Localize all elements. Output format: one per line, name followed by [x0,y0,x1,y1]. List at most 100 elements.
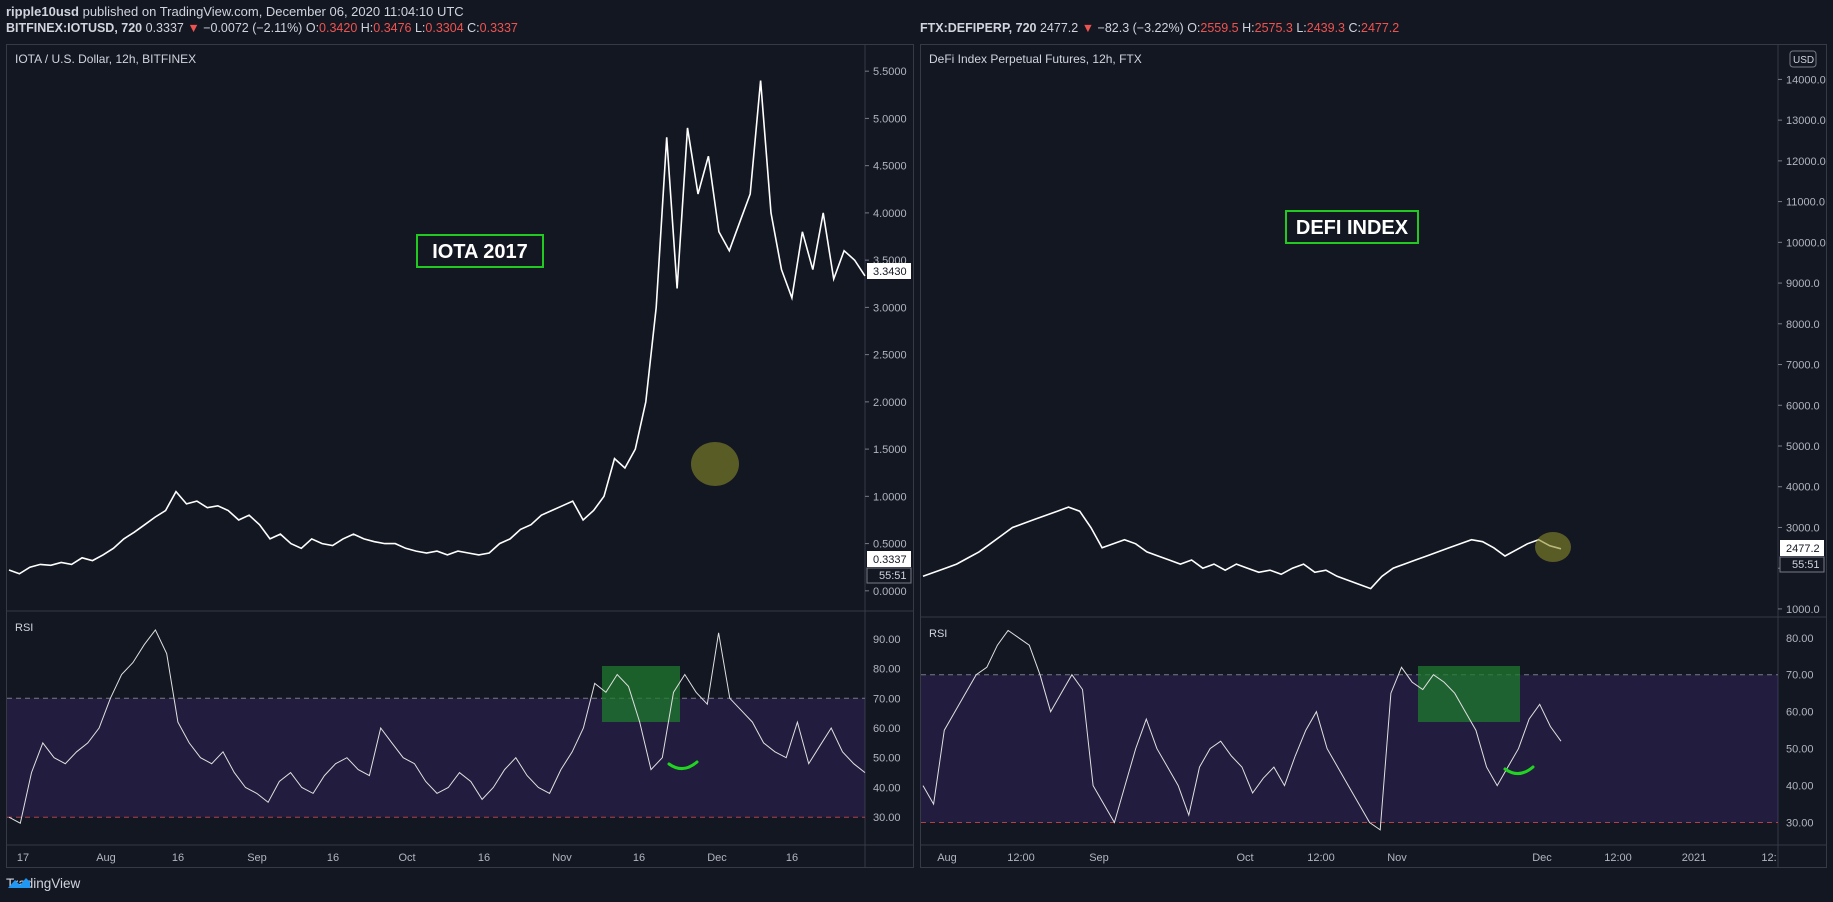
rsi-band [921,674,1778,823]
price-label-bg [867,551,911,567]
y-tick-label: 1000.0 [1786,604,1820,616]
rsi-tick-label: 90.00 [873,634,901,646]
defi-chart-svg[interactable]: DeFi Index Perpetual Futures, 12h, FTX RS… [921,45,1826,867]
y-tick-label: 2.5000 [873,350,907,362]
x-tick-label: Aug [937,852,957,864]
x-tick-label: Dec [707,852,727,864]
iota-chart-svg[interactable]: IOTA / U.S. Dollar, 12h, BITFINEX RSI 5.50… [7,45,913,867]
open-left: 0.3420 [319,21,358,35]
y-tick-label: 5.5000 [873,66,907,78]
o-label-right: O: [1187,21,1201,35]
rsi-highlight-rect [602,666,680,722]
max-label: 3.3430 [873,266,907,278]
rsi-tick-label: 80.00 [1786,633,1814,645]
low-right: 2439.3 [1306,21,1346,35]
countdown-bg [1779,556,1825,573]
pane-title: IOTA / U.S. Dollar, 12h, BITFINEX [15,52,196,66]
countdown-label: 55:51 [1792,559,1820,571]
rsi-tick-label: 30.00 [1786,818,1814,830]
pane-title: DeFi Index Perpetual Futures, 12h, FTX [929,52,1142,66]
max-label-bg [867,263,911,279]
chart-pane-iota[interactable]: IOTA / U.S. Dollar, 12h, BITFINEX RSI 5.50… [6,44,914,868]
annotation-box [1285,210,1419,244]
y-tick-label: 4.5000 [873,161,907,173]
price-label: 0.3337 [873,554,907,566]
rsi-tick-label: 70.00 [873,693,901,705]
x-tick-label: 16 [786,852,798,864]
rsi-tick-label: 70.00 [1786,670,1814,682]
last-left: 0.3337 [145,21,184,35]
countdown-label: 55:51 [879,570,907,582]
y-tick-label: 12000.0 [1786,156,1826,168]
currency-label: USD [1793,55,1814,66]
y-tick-label: 3.0000 [873,302,907,314]
annotation-text: IOTA 2017 [432,241,528,263]
rsi-smile-mark [1503,765,1535,775]
x-tick-label: Nov [1387,852,1407,864]
x-tick-label: 16 [327,852,339,864]
y-tick-label: 13000.0 [1786,115,1826,127]
rsi-line [8,628,866,824]
y-tick-label: 2.0000 [873,397,907,409]
h-label-left: H: [360,21,374,35]
currency-box [1789,50,1817,68]
x-tick-label: Oct [1236,852,1253,864]
rsi-tick-label: 80.00 [873,664,901,676]
chart-pane-defi[interactable]: DeFi Index Perpetual Futures, 12h, FTX RS… [920,44,1827,868]
highlight-circle [1535,532,1571,562]
x-tick-label: Sep [247,852,267,864]
y-tick-label: 11000.0 [1786,197,1825,209]
y-tick-label: 1.0000 [873,491,907,503]
x-tick-label: 12: [1761,852,1776,864]
y-tick-label: 1.5000 [873,444,907,456]
symbol-line-left: BITFINEX:IOTUSD, 720 0.3337 ▼ −0.0072 (−… [6,21,518,35]
low-left: 0.3304 [425,21,464,35]
h-label-right: H: [1242,21,1255,35]
y-tick-label: 4.0000 [873,208,907,220]
x-tick-label: 12:00 [1604,852,1632,864]
high-right: 2575.3 [1254,21,1293,35]
y-tick-label: 5.0000 [873,113,907,125]
x-tick-label: Dec [1532,852,1552,864]
rsi-title: RSI [15,622,33,634]
price-line [922,506,1562,590]
price-label: 2477.2 [1786,543,1820,555]
y-tick-label: 14000.0 [1786,74,1826,86]
x-tick-label: Sep [1089,852,1109,864]
tradingview-footer[interactable]: TradingView [6,876,80,891]
y-tick-label: 4000.0 [1786,482,1820,494]
y-tick-label: 0.5000 [873,539,907,551]
x-tick-label: Nov [552,852,572,864]
x-tick-label: 12:00 [1307,852,1335,864]
annotation-box [416,234,544,268]
rsi-band [7,698,865,818]
y-tick-label: 10000.0 [1786,237,1826,249]
c-label-left: C: [467,21,480,35]
x-tick-label: 16 [172,852,184,864]
rsi-line [922,629,1562,831]
rsi-tick-label: 50.00 [1786,744,1814,756]
annotation-text: DEFI INDEX [1296,217,1409,239]
symbol-line-right: FTX:DEFIPERP, 720 2477.2 ▼ −82.3 (−3.22%… [920,21,1399,35]
rsi-tick-label: 40.00 [873,782,901,794]
price-label-bg [1780,540,1824,556]
high-left: 0.3476 [373,21,412,35]
rsi-tick-label: 50.00 [873,753,901,765]
x-tick-label: 16 [478,852,490,864]
highlight-circle [691,442,739,486]
y-tick-label: 3000.0 [1786,522,1820,534]
tradingview-logo-icon [8,878,30,888]
y-tick-label: 7000.0 [1786,360,1820,372]
rsi-smile-mark [667,760,699,770]
y-tick-label: 5000.0 [1786,441,1820,453]
change-right: −82.3 (−3.22%) [1097,21,1184,35]
x-tick-label: Oct [398,852,415,864]
down-arrow-icon: ▼ [187,21,200,35]
y-tick-label: 6000.0 [1786,400,1820,412]
x-tick-label: 16 [633,852,645,864]
o-label-left: O: [305,21,320,35]
symbol-right: FTX:DEFIPERP, 720 [920,21,1037,35]
author-name[interactable]: ripple10usd [6,4,79,19]
l-label-left: L: [414,21,426,35]
publish-info: published on TradingView.com, December 0… [82,4,464,19]
